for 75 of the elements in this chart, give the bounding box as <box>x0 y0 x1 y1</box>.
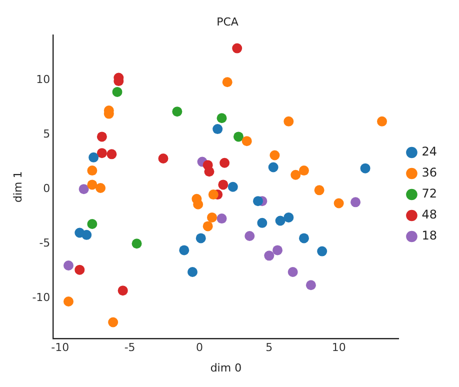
point <box>360 163 370 174</box>
y-tick-label: 0 <box>43 182 50 195</box>
legend-label: 72 <box>422 186 438 201</box>
point <box>272 245 283 256</box>
legend-label: 36 <box>422 166 438 180</box>
point <box>87 166 98 176</box>
point <box>82 230 92 240</box>
y-axis-title: dim 1 <box>11 171 24 203</box>
point <box>132 238 142 249</box>
x-tick-label: 0 <box>196 341 203 354</box>
x-axis-title: dim 0 <box>210 361 242 374</box>
y-tick-label: -10 <box>32 291 50 304</box>
point <box>88 152 99 162</box>
point <box>298 166 309 176</box>
point <box>298 233 309 244</box>
point <box>204 166 214 177</box>
point <box>108 317 118 328</box>
legend-label: 18 <box>422 228 438 243</box>
point <box>63 296 74 306</box>
point <box>158 154 168 164</box>
point <box>87 219 98 230</box>
point <box>242 136 252 146</box>
x-tick-label: 10 <box>332 341 346 354</box>
point <box>96 148 107 158</box>
point <box>233 132 244 142</box>
point <box>188 267 198 278</box>
point <box>284 212 294 222</box>
point <box>118 286 128 296</box>
point <box>220 158 230 168</box>
point <box>78 184 89 194</box>
x-tick-label: 5 <box>266 341 273 354</box>
point <box>106 149 117 160</box>
point <box>193 199 204 210</box>
point <box>317 246 328 256</box>
point <box>290 170 301 180</box>
point <box>270 150 280 160</box>
point <box>284 116 294 126</box>
point <box>87 180 98 190</box>
point <box>275 216 286 226</box>
point <box>196 233 206 244</box>
point <box>96 182 106 193</box>
point <box>228 182 238 192</box>
point <box>306 280 316 290</box>
point <box>207 212 218 222</box>
point <box>268 162 278 172</box>
point <box>112 86 122 97</box>
point <box>74 264 85 275</box>
point <box>334 198 344 208</box>
point <box>179 245 190 256</box>
y-tick-label: 10 <box>36 72 50 86</box>
point <box>208 190 218 200</box>
point <box>212 124 223 134</box>
point <box>63 260 74 270</box>
point <box>96 132 107 142</box>
chart-title: PCA <box>216 15 239 28</box>
point <box>264 250 274 261</box>
legend-label: 24 <box>422 144 438 159</box>
point <box>216 113 227 124</box>
point <box>252 196 263 206</box>
x-tick-label: -5 <box>124 341 136 354</box>
point <box>202 221 213 232</box>
point <box>257 218 268 228</box>
point <box>218 180 228 190</box>
point <box>222 77 232 88</box>
point <box>377 116 388 126</box>
legend-label: 48 <box>422 208 438 222</box>
point <box>288 267 298 278</box>
point <box>232 43 242 54</box>
point <box>216 214 227 224</box>
point <box>172 106 182 117</box>
y-tick-label: -5 <box>39 236 50 250</box>
y-tick-label: 5 <box>43 127 50 140</box>
point <box>350 197 361 208</box>
point <box>244 231 255 242</box>
point <box>314 185 324 196</box>
